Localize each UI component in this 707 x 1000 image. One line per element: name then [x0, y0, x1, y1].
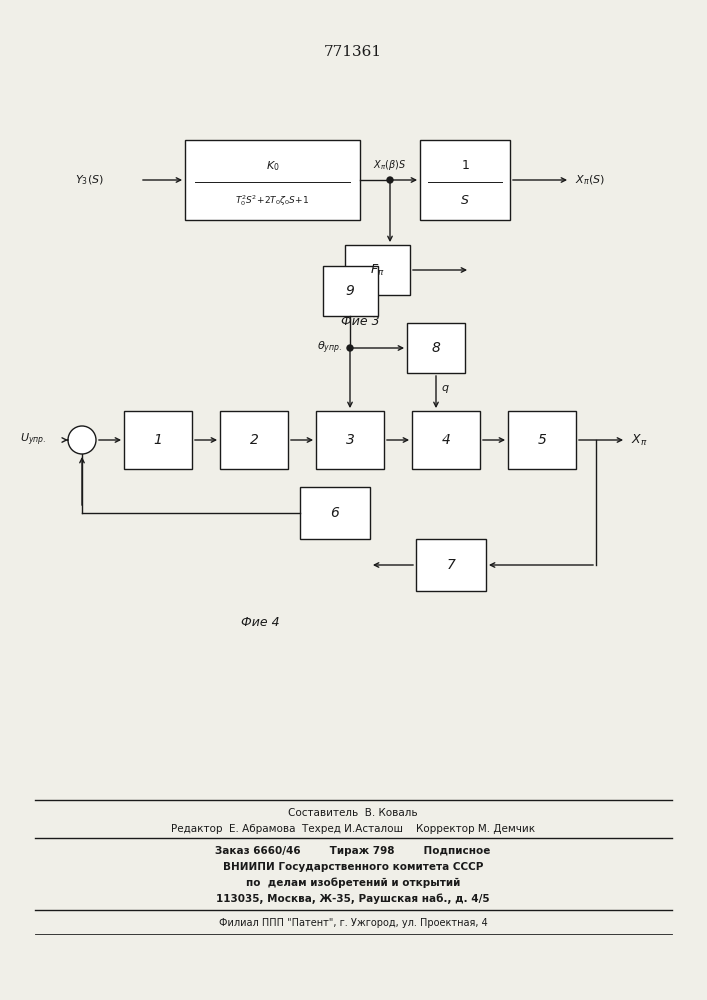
Text: $1$: $1$ [461, 159, 469, 172]
Text: по  делам изобретений и открытий: по делам изобретений и открытий [246, 878, 460, 888]
Text: Редактор  Е. Абрамова  Техред И.Асталош    Корректор М. Демчик: Редактор Е. Абрамова Техред И.Асталош Ко… [171, 824, 535, 834]
Text: $S$: $S$ [460, 194, 469, 207]
Text: 2: 2 [250, 433, 259, 447]
Text: $X_\pi(S)$: $X_\pi(S)$ [575, 173, 605, 187]
Text: $K_0$: $K_0$ [266, 159, 279, 172]
Text: $X_\pi(\beta)S$: $X_\pi(\beta)S$ [373, 158, 407, 172]
Text: $Y_3(S)$: $Y_3(S)$ [75, 173, 104, 187]
Bar [407, 323, 465, 373]
Text: $F_\pi$: $F_\pi$ [370, 262, 385, 278]
Text: 3: 3 [346, 433, 354, 447]
Bar [345, 245, 410, 295]
Text: 8: 8 [431, 341, 440, 355]
Text: $\theta_{упр.}$: $\theta_{упр.}$ [317, 340, 342, 356]
Text: Филиал ППП "Патент", г. Ужгород, ул. Проектная, 4: Филиал ППП "Патент", г. Ужгород, ул. Про… [218, 918, 487, 928]
Bar [412, 411, 480, 469]
Bar [508, 411, 576, 469]
Text: 9: 9 [346, 284, 354, 298]
Text: $X_\pi$: $X_\pi$ [631, 432, 648, 448]
Text: Составитель  В. Коваль: Составитель В. Коваль [288, 808, 418, 818]
Bar [420, 140, 510, 220]
Bar [185, 140, 360, 220]
Text: $U_{упр.}$: $U_{упр.}$ [20, 432, 47, 448]
Text: Заказ 6660/46        Тираж 798        Подписное: Заказ 6660/46 Тираж 798 Подписное [216, 846, 491, 856]
Bar [124, 411, 192, 469]
Text: 4: 4 [442, 433, 450, 447]
Text: 1: 1 [153, 433, 163, 447]
Text: $q$: $q$ [441, 383, 450, 395]
Bar [416, 539, 486, 591]
Circle shape [347, 345, 353, 351]
Text: 5: 5 [537, 433, 547, 447]
Text: 113035, Москва, Ж-35, Раушская наб., д. 4/5: 113035, Москва, Ж-35, Раушская наб., д. … [216, 894, 490, 904]
Circle shape [68, 426, 96, 454]
Bar [300, 487, 370, 539]
Text: 7: 7 [447, 558, 455, 572]
Circle shape [387, 177, 393, 183]
Text: Фие 3: Фие 3 [341, 315, 380, 328]
Text: $T_0^2S^2\!+\!2T_0\zeta_0S\!+\!1$: $T_0^2S^2\!+\!2T_0\zeta_0S\!+\!1$ [235, 193, 310, 208]
Bar [322, 266, 378, 316]
Text: ВНИИПИ Государственного комитета СССР: ВНИИПИ Государственного комитета СССР [223, 862, 483, 872]
Text: 771361: 771361 [324, 45, 382, 59]
Text: Фие 4: Фие 4 [240, 616, 279, 629]
Bar [220, 411, 288, 469]
Text: 6: 6 [331, 506, 339, 520]
Bar [316, 411, 384, 469]
